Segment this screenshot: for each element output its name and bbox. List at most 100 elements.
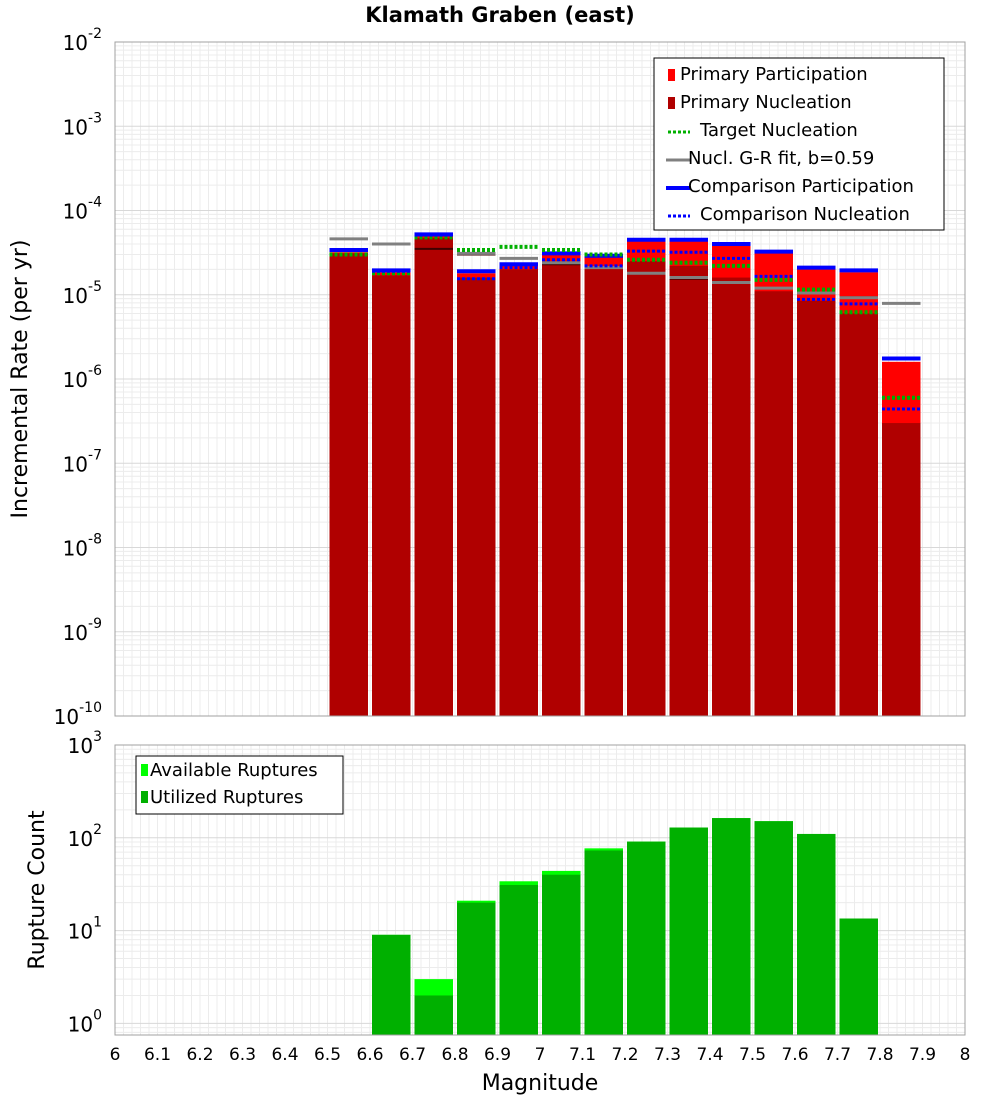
y-tick-exponent: -8 xyxy=(88,532,102,548)
legend-label: Primary Participation xyxy=(680,64,868,85)
x-tick-label: 6.6 xyxy=(356,1045,383,1065)
nucleation-bar xyxy=(329,253,368,716)
y-tick-exponent: 1 xyxy=(93,915,102,931)
nucleation-bar xyxy=(372,275,411,716)
legend-label: Primary Nucleation xyxy=(680,92,852,113)
rate-plot-frame xyxy=(114,41,966,717)
y-tick-label: 10-5 xyxy=(63,279,102,308)
y-tick-label: 100 xyxy=(68,1007,102,1036)
x-tick-label: 8 xyxy=(960,1045,971,1065)
nucleation-bar xyxy=(712,277,751,716)
x-tick-label: 7.8 xyxy=(866,1045,893,1065)
nucleation-bar xyxy=(542,261,581,716)
utilized-bar xyxy=(584,850,623,1035)
x-tick-labels: 6 6.1 6.2 6.3 6.4 6.5 6.6 6.7 6.8 6.9 7 7.1 7.2 7.3 7.… xyxy=(110,1045,971,1065)
y-tick-exponent: -6 xyxy=(88,363,102,379)
y-tick-exponent: -10 xyxy=(79,700,102,716)
x-tick-label: 7 xyxy=(535,1045,546,1065)
count-legend: Available Ruptures Utilized Ruptures xyxy=(135,755,344,815)
x-tick-label: 7.4 xyxy=(696,1045,723,1065)
count-y-axis-label: Rupture Count xyxy=(25,810,50,970)
nucleation-bar xyxy=(414,238,453,716)
y-tick-exponent: -9 xyxy=(88,616,102,632)
rate-y-axis-label: Incremental Rate (per yr) xyxy=(8,240,33,519)
rate-legend: Primary Participation Primary Nucleation T… xyxy=(653,57,945,231)
y-tick-exponent: 0 xyxy=(93,1007,102,1023)
y-tick-exponent: 3 xyxy=(93,729,102,745)
legend-label: Comparison Nucleation xyxy=(700,204,910,225)
legend-label: Target Nucleation xyxy=(699,120,858,141)
y-tick-exponent: -5 xyxy=(88,279,102,295)
legend-swatch xyxy=(141,791,148,803)
y-tick-label: 10-4 xyxy=(63,195,103,224)
y-tick-exponent: -7 xyxy=(88,447,102,463)
rate-plot: 10-2 10-3 10-4 10-5 10-6 10-7 10-8 10-9 10-10 In… xyxy=(8,26,966,729)
count-bars xyxy=(372,818,878,1035)
legend-box xyxy=(135,755,344,815)
utilized-bar xyxy=(414,995,453,1035)
x-tick-label: 6.9 xyxy=(484,1045,511,1065)
rate-lines xyxy=(329,232,921,411)
y-tick-label: 10-10 xyxy=(54,700,102,729)
y-tick-exponent: -4 xyxy=(88,195,102,211)
legend-swatch xyxy=(141,764,148,776)
x-tick-label: 6.4 xyxy=(271,1045,298,1065)
legend-label: Nucl. G-R fit, b=0.59 xyxy=(688,148,874,169)
utilized-bar xyxy=(797,833,836,1035)
utilized-bar xyxy=(627,841,666,1035)
nucleation-bar xyxy=(457,277,496,716)
nucleation-bar xyxy=(839,313,878,716)
utilized-bar xyxy=(669,827,708,1035)
legend-box xyxy=(653,57,945,231)
utilized-bar xyxy=(499,885,538,1035)
nucleation-bar xyxy=(797,300,836,716)
utilized-bar xyxy=(839,918,878,1035)
nucleation-bar xyxy=(584,267,623,716)
legend-label: Utilized Ruptures xyxy=(150,787,303,808)
x-tick-label: 7.9 xyxy=(909,1045,936,1065)
y-tick-exponent: -3 xyxy=(88,110,102,126)
x-tick-label: 7.6 xyxy=(781,1045,808,1065)
legend-label: Comparison Participation xyxy=(688,176,914,197)
nucleation-bar xyxy=(882,423,921,716)
utilized-bar xyxy=(542,874,581,1035)
nucleation-bar xyxy=(669,265,708,716)
x-tick-label: 6.7 xyxy=(399,1045,426,1065)
legend-swatch xyxy=(668,69,675,81)
y-tick-label: 10-3 xyxy=(63,110,102,139)
x-tick-label: 6.8 xyxy=(441,1045,468,1065)
legend-label: Available Ruptures xyxy=(150,760,318,781)
nucleation-bar xyxy=(499,269,538,716)
y-tick-label: 103 xyxy=(68,729,102,758)
y-tick-label: 10-7 xyxy=(63,447,102,476)
x-tick-label: 6.3 xyxy=(229,1045,256,1065)
x-tick-label: 6 xyxy=(110,1045,121,1065)
chart-title: Klamath Graben (east) xyxy=(365,3,634,27)
y-tick-exponent: -2 xyxy=(88,26,102,42)
y-tick-label: 10-9 xyxy=(63,616,102,645)
utilized-bar xyxy=(754,821,793,1035)
x-tick-label: 7.5 xyxy=(739,1045,766,1065)
y-tick-exponent: 2 xyxy=(93,822,102,838)
x-axis-label: Magnitude xyxy=(482,1071,599,1096)
x-tick-label: 7.7 xyxy=(824,1045,851,1065)
legend-swatch xyxy=(668,97,675,109)
y-tick-label: 10-6 xyxy=(63,363,103,392)
x-tick-label: 6.1 xyxy=(144,1045,171,1065)
y-tick-label: 10-8 xyxy=(63,532,102,561)
utilized-bar xyxy=(712,818,751,1035)
y-tick-label: 102 xyxy=(68,822,102,851)
rate-y-tick-labels: 10-2 10-3 10-4 10-5 10-6 10-7 10-8 10-9 10-10 xyxy=(54,26,102,729)
y-tick-label: 101 xyxy=(68,915,102,944)
utilized-bar xyxy=(372,934,411,1035)
nucleation-bar xyxy=(754,291,793,716)
x-tick-label: 7.1 xyxy=(569,1045,596,1065)
rate-bars xyxy=(329,235,921,717)
nucleation-bar xyxy=(627,261,666,716)
x-tick-label: 6.2 xyxy=(186,1045,213,1065)
x-tick-label: 7.3 xyxy=(654,1045,681,1065)
x-tick-label: 7.2 xyxy=(611,1045,638,1065)
